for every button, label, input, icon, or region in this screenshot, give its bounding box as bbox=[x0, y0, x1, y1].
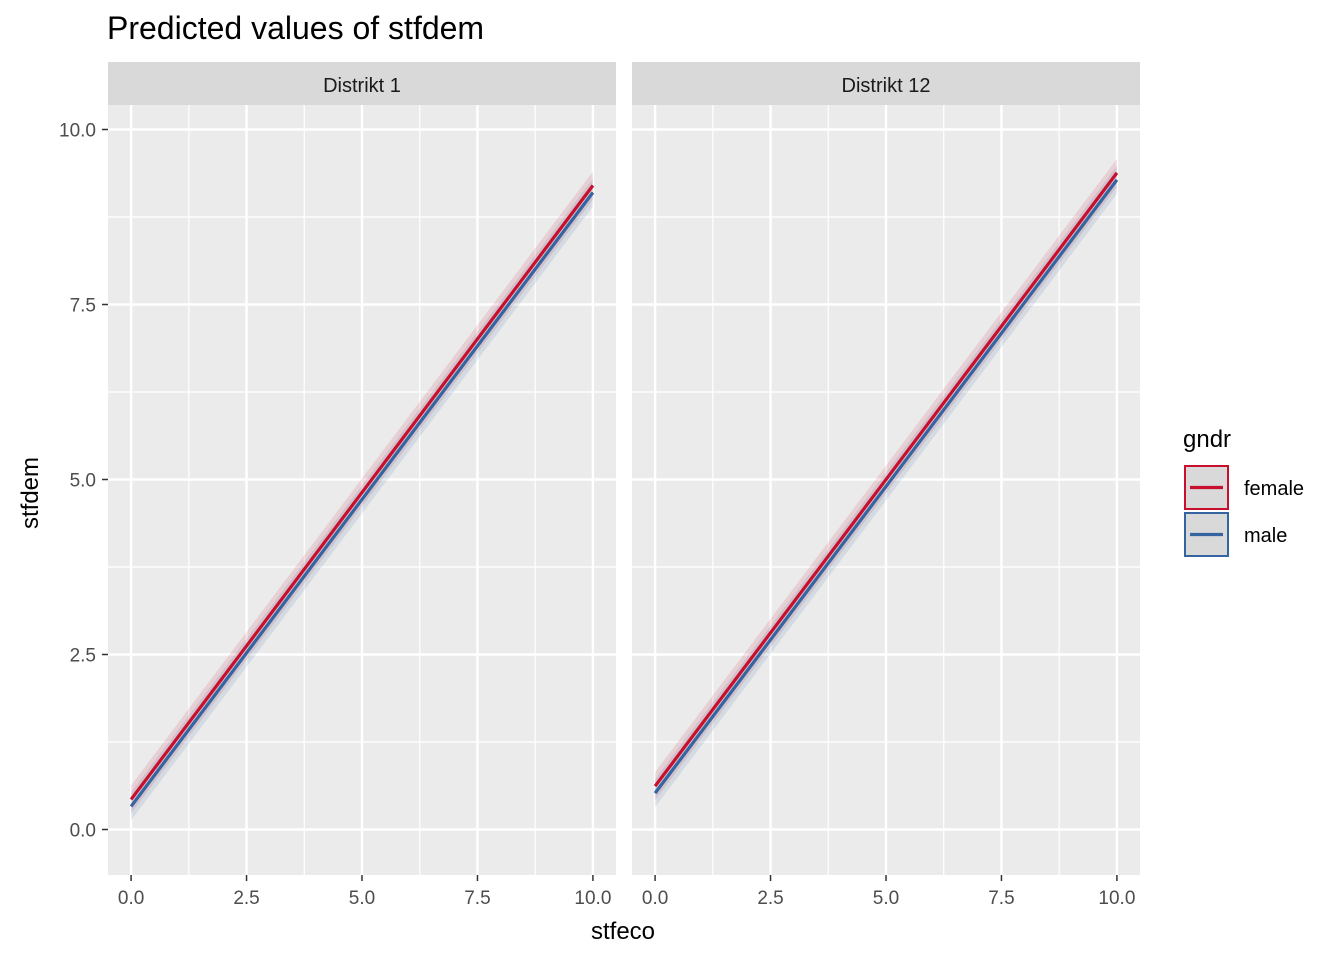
y-tick-label: 0.0 bbox=[70, 821, 96, 842]
panel-2: Distrikt 12 bbox=[632, 62, 1140, 875]
chart-title: Predicted values of stfdem bbox=[107, 10, 484, 46]
panels: Distrikt 1 Distrikt 12 bbox=[108, 62, 1140, 875]
y-tick-label: 10.0 bbox=[59, 121, 96, 142]
facet-strip-label: Distrikt 1 bbox=[323, 75, 401, 97]
facet-strip bbox=[108, 62, 616, 105]
x-axis-panel-1: 0.0 2.5 5.0 7.5 10.0 bbox=[118, 875, 611, 909]
x-axis-panel-2: 0.0 2.5 5.0 7.5 10.0 bbox=[642, 875, 1135, 909]
series-line-male bbox=[653, 178, 1119, 795]
facet-strip bbox=[632, 62, 1140, 105]
x-tick-label: 5.0 bbox=[349, 888, 375, 909]
y-tick-label: 7.5 bbox=[70, 296, 96, 317]
x-axes: 0.0 2.5 5.0 7.5 10.0 0.0 2.5 5.0 7.5 10.0 bbox=[118, 875, 1135, 909]
x-axis-title: stfeco bbox=[591, 918, 655, 945]
x-tick-label: 5.0 bbox=[873, 888, 899, 909]
legend-entry-female: female bbox=[1184, 465, 1304, 510]
x-tick-label: 0.0 bbox=[642, 888, 668, 909]
x-tick-label: 7.5 bbox=[464, 888, 490, 909]
series-line-female bbox=[653, 171, 1119, 788]
y-tick-label: 5.0 bbox=[70, 471, 96, 492]
x-tick-label: 7.5 bbox=[988, 888, 1014, 909]
legend-entries: female male bbox=[1184, 465, 1304, 557]
series-line-male bbox=[129, 191, 595, 808]
x-tick-label: 2.5 bbox=[757, 888, 783, 909]
x-tick-label: 10.0 bbox=[574, 888, 611, 909]
x-tick-label: 0.0 bbox=[118, 888, 144, 909]
y-axis: 0.0 2.5 5.0 7.5 10.0 bbox=[59, 121, 108, 842]
y-axis-title: stfdem bbox=[17, 457, 44, 529]
legend: gndr female male bbox=[1183, 426, 1304, 557]
x-tick-label: 2.5 bbox=[233, 888, 259, 909]
panel-1: Distrikt 1 bbox=[108, 62, 616, 875]
legend-entry-male: male bbox=[1184, 512, 1287, 557]
facet-strip-label: Distrikt 12 bbox=[842, 75, 931, 97]
x-tick-label: 10.0 bbox=[1098, 888, 1135, 909]
y-tick-label: 2.5 bbox=[70, 646, 96, 667]
legend-label: female bbox=[1244, 478, 1304, 500]
series-line-female bbox=[129, 184, 595, 801]
legend-label: male bbox=[1244, 525, 1287, 547]
legend-title: gndr bbox=[1183, 426, 1231, 453]
